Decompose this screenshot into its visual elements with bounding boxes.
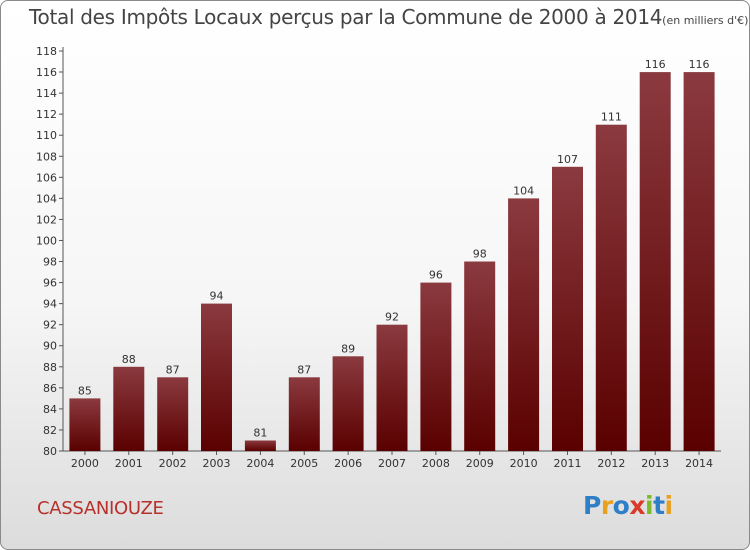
y-tick-label: 90 bbox=[43, 340, 57, 353]
data-label: 89 bbox=[341, 342, 355, 355]
x-tick-label: 2007 bbox=[378, 457, 406, 470]
y-tick-label: 110 bbox=[36, 129, 57, 142]
y-tick-label: 94 bbox=[43, 298, 57, 311]
y-tick-label: 104 bbox=[36, 192, 57, 205]
x-tick-label: 2002 bbox=[159, 457, 187, 470]
x-tick-label: 2010 bbox=[510, 457, 538, 470]
x-tick-label: 2014 bbox=[685, 457, 713, 470]
x-tick-label: 2009 bbox=[466, 457, 494, 470]
x-tick-label: 2001 bbox=[115, 457, 143, 470]
chart-title-text: Total des Impôts Locaux perçus par la Co… bbox=[29, 5, 663, 29]
x-tick-label: 2003 bbox=[203, 457, 231, 470]
data-label: 104 bbox=[513, 184, 534, 197]
data-label: 116 bbox=[645, 58, 666, 71]
y-tick-label: 106 bbox=[36, 171, 57, 184]
chart-title: Total des Impôts Locaux perçus par la Co… bbox=[29, 5, 748, 29]
x-tick-label: 2005 bbox=[290, 457, 318, 470]
data-label: 87 bbox=[297, 363, 311, 376]
y-tick-label: 86 bbox=[43, 382, 57, 395]
y-tick-label: 118 bbox=[36, 45, 57, 58]
bar bbox=[420, 282, 452, 451]
bar bbox=[157, 377, 189, 451]
x-tick-label: 2008 bbox=[422, 457, 450, 470]
bar bbox=[201, 303, 232, 451]
y-tick-label: 102 bbox=[36, 213, 57, 226]
y-tick-label: 80 bbox=[43, 445, 57, 458]
bar bbox=[376, 324, 408, 451]
x-tick-label: 2011 bbox=[553, 457, 581, 470]
data-label: 88 bbox=[122, 353, 136, 366]
y-tick-label: 112 bbox=[36, 108, 57, 121]
x-tick-label: 2013 bbox=[641, 457, 669, 470]
bar bbox=[639, 72, 671, 451]
data-label: 96 bbox=[429, 269, 443, 282]
logo-letter: o bbox=[612, 491, 630, 520]
y-tick-label: 84 bbox=[43, 403, 57, 416]
chart-unit-note: (en milliers d'€) bbox=[662, 14, 749, 27]
proxiti-logo: Proxiti bbox=[583, 491, 673, 520]
logo-letter: t bbox=[653, 491, 665, 520]
commune-name: CASSANIOUZE bbox=[37, 498, 164, 519]
y-tick-label: 100 bbox=[36, 234, 57, 247]
bar bbox=[288, 377, 320, 451]
logo-letter: i bbox=[664, 491, 674, 520]
data-label: 81 bbox=[253, 426, 267, 439]
bar bbox=[552, 166, 583, 452]
data-label: 94 bbox=[210, 290, 224, 303]
y-tick-label: 108 bbox=[36, 150, 57, 163]
data-label: 116 bbox=[689, 58, 710, 71]
data-label: 111 bbox=[601, 111, 622, 124]
data-label: 87 bbox=[166, 363, 180, 376]
y-tick-label: 92 bbox=[43, 319, 57, 332]
bar bbox=[683, 72, 715, 451]
y-tick-label: 116 bbox=[36, 66, 57, 79]
logo-letter: P bbox=[583, 491, 601, 520]
bar bbox=[464, 261, 496, 451]
logo-letter: x bbox=[629, 491, 645, 520]
data-label: 85 bbox=[78, 384, 92, 397]
data-label: 107 bbox=[557, 153, 578, 166]
logo-letter: r bbox=[600, 491, 613, 520]
x-tick-label: 2006 bbox=[334, 457, 362, 470]
y-tick-label: 96 bbox=[43, 277, 57, 290]
y-tick-label: 82 bbox=[43, 424, 57, 437]
y-tick-label: 98 bbox=[43, 256, 57, 269]
bar bbox=[69, 398, 101, 451]
data-label: 92 bbox=[385, 311, 399, 324]
bar bbox=[113, 366, 145, 451]
logo-letter: i bbox=[645, 491, 654, 520]
data-label: 98 bbox=[473, 248, 487, 261]
x-tick-label: 2000 bbox=[71, 457, 99, 470]
bar bbox=[508, 198, 540, 451]
y-tick-label: 114 bbox=[36, 87, 57, 100]
bar bbox=[332, 356, 364, 451]
bar bbox=[244, 440, 276, 451]
x-tick-label: 2012 bbox=[597, 457, 625, 470]
x-tick-label: 2004 bbox=[246, 457, 274, 470]
bar bbox=[595, 124, 627, 451]
y-tick-label: 88 bbox=[43, 361, 57, 374]
